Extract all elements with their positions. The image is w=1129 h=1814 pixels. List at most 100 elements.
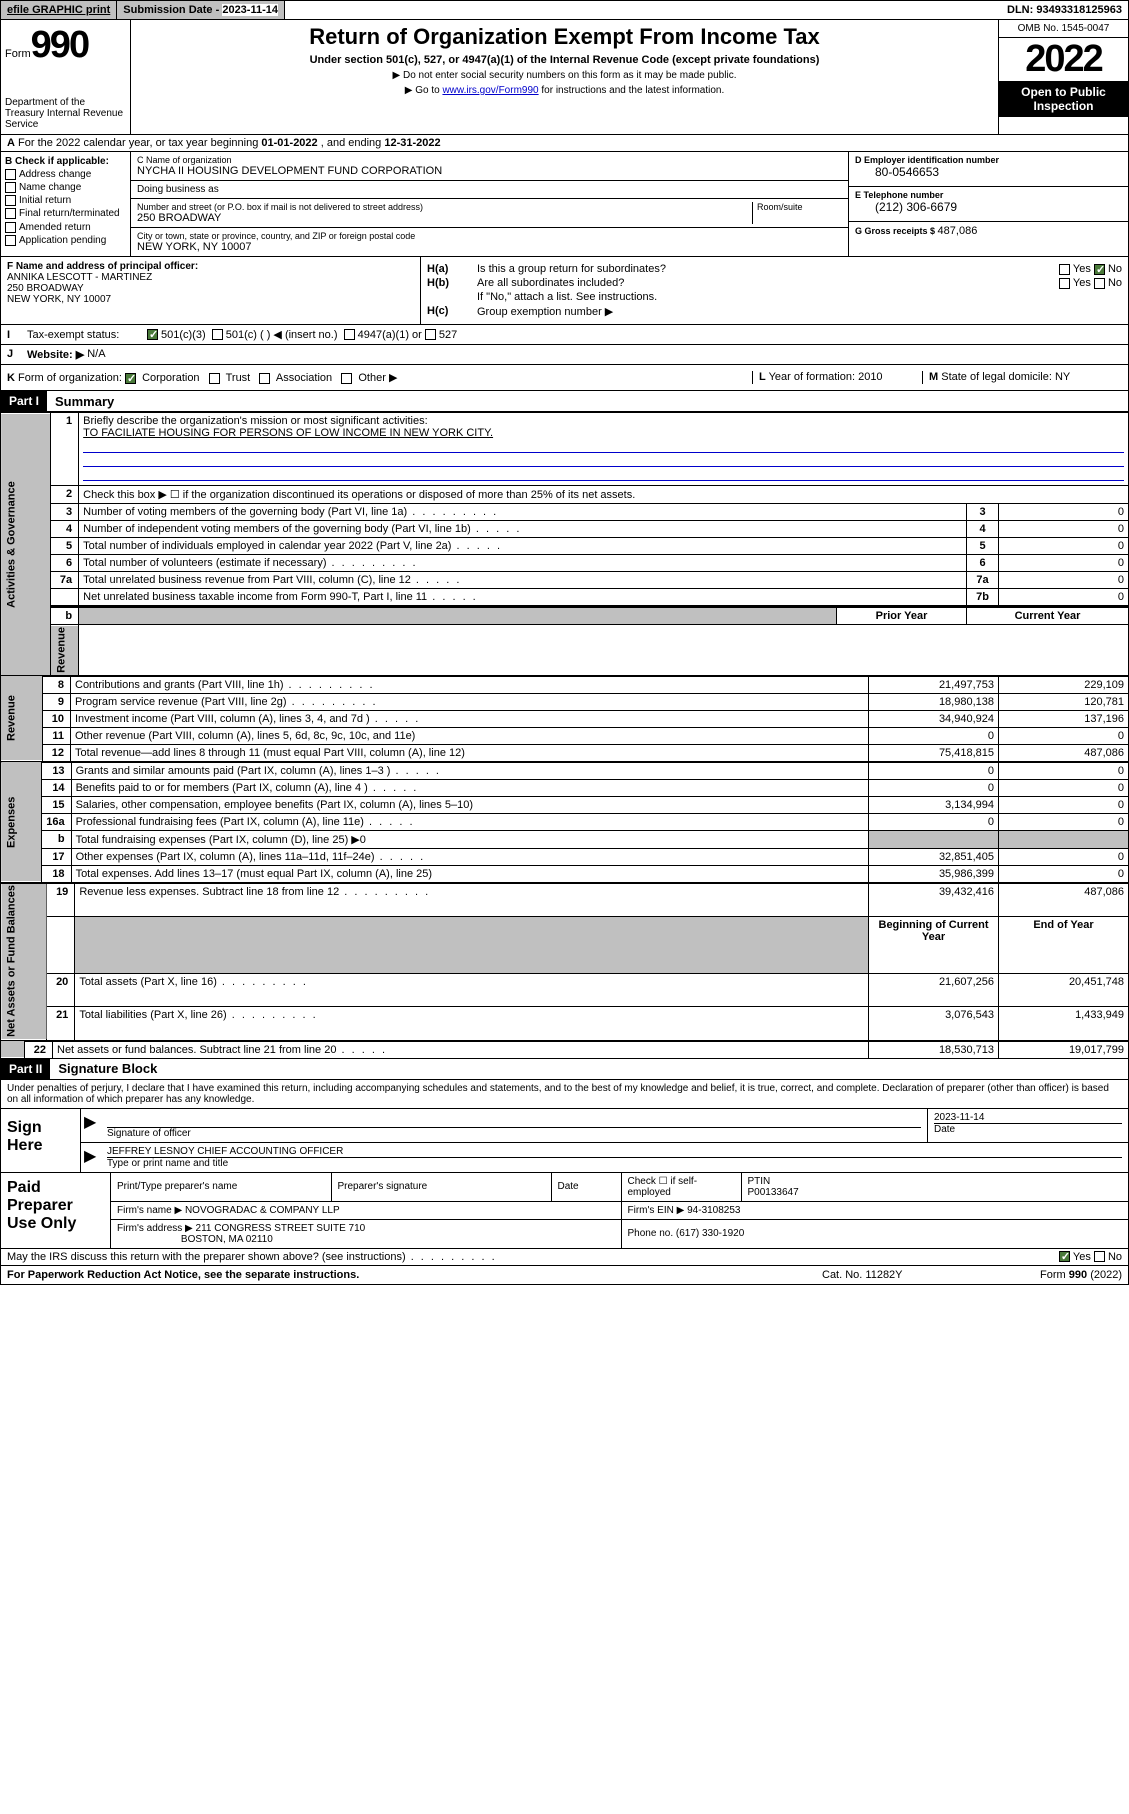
- firm-addr2: BOSTON, MA 02110: [181, 1234, 273, 1245]
- col-f: F Name and address of principal officer:…: [1, 257, 421, 324]
- dln: DLN: 93493318125963: [1001, 1, 1128, 19]
- dba-label: Doing business as: [131, 181, 848, 199]
- paperwork-notice: For Paperwork Reduction Act Notice, see …: [7, 1269, 822, 1281]
- sign-here-section: Sign Here ▶ Signature of officer 2023-11…: [0, 1109, 1129, 1173]
- omb-number: OMB No. 1545-0047: [999, 20, 1128, 38]
- firm-phone: (617) 330-1920: [676, 1228, 744, 1239]
- header-mid: Return of Organization Exempt From Incom…: [131, 20, 998, 134]
- checkbox-discuss-no[interactable]: [1094, 1251, 1105, 1262]
- vtab-expenses: Expenses: [1, 762, 42, 882]
- checkbox-hb-yes[interactable]: [1059, 278, 1070, 289]
- checkbox-association[interactable]: [259, 373, 270, 384]
- part1-table-exp2: Net Assets or Fund Balances 19Revenue le…: [0, 883, 1129, 1041]
- form-number: 990: [31, 24, 88, 67]
- tax-year: 2022: [999, 38, 1128, 81]
- checkbox-initial-return[interactable]: [5, 195, 16, 206]
- vtab-governance: Activities & Governance: [1, 413, 51, 676]
- col-b-header: B Check if applicable:: [5, 156, 126, 167]
- vtab-revenue: Revenue: [1, 676, 43, 761]
- phone-label: E Telephone number: [855, 190, 1122, 200]
- street-label: Number and street (or P.O. box if mail i…: [137, 202, 752, 212]
- department: Department of the Treasury Internal Reve…: [5, 97, 126, 130]
- open-to-public: Open to Public Inspection: [999, 81, 1128, 117]
- checkbox-501c[interactable]: [212, 329, 223, 340]
- sign-date: 2023-11-14: [934, 1112, 1122, 1124]
- checkbox-amended-return[interactable]: [5, 222, 16, 233]
- org-name-label: C Name of organization: [137, 155, 842, 165]
- checkbox-501c3[interactable]: [147, 329, 158, 340]
- col-c: C Name of organization NYCHA II HOUSING …: [131, 152, 848, 256]
- preparer-date-label: Date: [551, 1173, 621, 1202]
- part1-table-rev: Revenue 8Contributions and grants (Part …: [0, 676, 1129, 762]
- year-formation: 2010: [858, 371, 882, 383]
- ptin: P00133647: [748, 1187, 799, 1198]
- spacer: [285, 1, 1001, 19]
- gross-receipts-label: G Gross receipts $: [855, 226, 938, 236]
- header-right: OMB No. 1545-0047 2022 Open to Public In…: [998, 20, 1128, 134]
- checkbox-final-return[interactable]: [5, 208, 16, 219]
- discuss-row: May the IRS discuss this return with the…: [0, 1249, 1129, 1266]
- firm-name: NOVOGRADAC & COMPANY LLP: [185, 1205, 340, 1216]
- efile-link[interactable]: efile GRAPHIC print: [1, 1, 117, 19]
- ein: 80-0546653: [855, 165, 1122, 179]
- checkbox-other[interactable]: [341, 373, 352, 384]
- signature-label: Signature of officer: [107, 1128, 921, 1139]
- paid-preparer-label: Paid Preparer Use Only: [1, 1173, 111, 1248]
- part1-header: Part I Summary: [0, 391, 1129, 412]
- row-j: J Website: ▶ N/A: [0, 345, 1129, 365]
- preparer-name-label: Print/Type preparer's name: [111, 1173, 331, 1202]
- arrow-icon: ▶: [81, 1109, 101, 1142]
- officer-name: ANNIKA LESCOTT - MARTINEZ: [7, 272, 414, 283]
- form-word: Form: [5, 48, 31, 60]
- header-left: Form 990 Department of the Treasury Inte…: [1, 20, 131, 134]
- checkbox-application-pending[interactable]: [5, 235, 16, 246]
- arrow-icon: ▶: [81, 1143, 101, 1172]
- part2-header: Part II Signature Block: [0, 1059, 1129, 1080]
- checkbox-discuss-yes[interactable]: [1059, 1251, 1070, 1262]
- block-bcdeg: B Check if applicable: Address change Na…: [0, 152, 1129, 257]
- firm-ein: 94-3108253: [687, 1205, 740, 1216]
- checkbox-hb-no[interactable]: [1094, 278, 1105, 289]
- row-a: A For the 2022 calendar year, or tax yea…: [0, 135, 1129, 152]
- checkbox-address-change[interactable]: [5, 169, 16, 180]
- preparer-sig-label: Preparer's signature: [331, 1173, 551, 1202]
- form-title: Return of Organization Exempt From Incom…: [135, 24, 994, 50]
- row-i: I Tax-exempt status: 501(c)(3) 501(c) ( …: [0, 325, 1129, 345]
- self-employed-check: Check ☐ if self-employed: [621, 1173, 741, 1202]
- checkbox-ha-no[interactable]: [1094, 264, 1105, 275]
- form-subtitle: Under section 501(c), 527, or 4947(a)(1)…: [135, 54, 994, 66]
- page-footer: For Paperwork Reduction Act Notice, see …: [0, 1266, 1129, 1285]
- checkbox-trust[interactable]: [209, 373, 220, 384]
- irs-link[interactable]: www.irs.gov/Form990: [442, 85, 538, 96]
- officer-signature-name: JEFFREY LESNOY CHIEF ACCOUNTING OFFICER: [107, 1146, 1122, 1158]
- top-bar: efile GRAPHIC print Submission Date - 20…: [0, 0, 1129, 20]
- state-domicile: NY: [1055, 371, 1070, 383]
- form-ref: Form 990 (2022): [972, 1269, 1122, 1281]
- row-klm: K Form of organization: Corporation Trus…: [0, 365, 1129, 391]
- city: NEW YORK, NY 10007: [137, 241, 842, 253]
- checkbox-corporation[interactable]: [125, 373, 136, 384]
- checkbox-ha-yes[interactable]: [1059, 264, 1070, 275]
- mission: TO FACILIATE HOUSING FOR PERSONS OF LOW …: [83, 427, 493, 439]
- submission-date: 2023-11-14: [222, 4, 278, 16]
- instruction-1: Do not enter social security numbers on …: [135, 70, 994, 81]
- officer-addr1: 250 BROADWAY: [7, 283, 414, 294]
- gross-receipts: 487,086: [938, 225, 978, 237]
- name-title-label: Type or print name and title: [107, 1158, 1122, 1169]
- website: N/A: [87, 348, 105, 361]
- room-label: Room/suite: [752, 202, 842, 224]
- checkbox-4947[interactable]: [344, 329, 355, 340]
- declaration: Under penalties of perjury, I declare th…: [0, 1080, 1129, 1109]
- officer-addr2: NEW YORK, NY 10007: [7, 294, 414, 305]
- ein-label: D Employer identification number: [855, 155, 1122, 165]
- cat-no: Cat. No. 11282Y: [822, 1269, 972, 1281]
- firm-addr: 211 CONGRESS STREET SUITE 710: [196, 1223, 366, 1234]
- street: 250 BROADWAY: [137, 212, 752, 224]
- city-label: City or town, state or province, country…: [137, 231, 842, 241]
- instruction-2: Go to www.irs.gov/Form990 for instructio…: [135, 85, 994, 96]
- part1-table: Activities & Governance 1 Briefly descri…: [0, 412, 1129, 676]
- checkbox-527[interactable]: [425, 329, 436, 340]
- checkbox-name-change[interactable]: [5, 182, 16, 193]
- paid-preparer-section: Paid Preparer Use Only Print/Type prepar…: [0, 1173, 1129, 1249]
- org-name: NYCHA II HOUSING DEVELOPMENT FUND CORPOR…: [137, 165, 842, 177]
